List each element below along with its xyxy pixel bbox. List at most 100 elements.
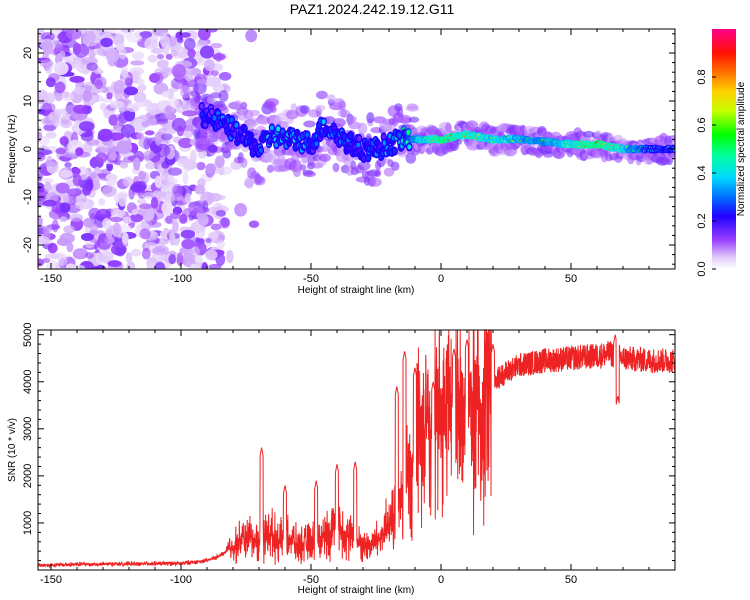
heatmap-cell	[38, 108, 46, 115]
heatmap-cell	[131, 208, 139, 216]
heatmap-cell	[95, 152, 108, 163]
heatmap-cell	[366, 155, 371, 161]
heatmap-cell	[108, 151, 117, 161]
heatmap-cell	[112, 222, 121, 236]
heatmap-cell	[406, 129, 411, 135]
heatmap-cell	[232, 131, 237, 137]
heatmap-cell	[170, 77, 186, 90]
heatmap-cell	[38, 149, 53, 156]
heatmap-cell	[338, 100, 347, 111]
figure-title: PAZ1.2024.242.19.12.G11	[290, 1, 455, 17]
colorbar-label: Normalized spectral amplitude	[736, 81, 747, 216]
heatmap-cell	[86, 62, 98, 71]
heatmap-cell	[668, 135, 675, 143]
heatmap-cell	[96, 146, 107, 155]
x-tick-label: 0	[438, 574, 444, 586]
spectrogram-xlabel: Height of straight line (km)	[298, 285, 415, 296]
snr-series-line	[38, 330, 675, 569]
heatmap-cell	[168, 97, 179, 109]
y-tick-label: -10	[22, 189, 34, 205]
heatmap-cell	[73, 104, 88, 115]
heatmap-cell	[127, 105, 140, 113]
heatmap-cell	[319, 153, 331, 162]
heatmap-cell	[143, 150, 155, 159]
y-tick-label: -20	[22, 237, 34, 253]
colorbar-tick-label: 0.8	[696, 69, 708, 84]
heatmap-cell	[122, 216, 132, 225]
heatmap-cell	[74, 86, 86, 95]
heatmap-cell	[295, 159, 302, 172]
heatmap-cell	[139, 31, 153, 39]
heatmap-cell	[226, 249, 234, 264]
heatmap-cell	[69, 213, 84, 222]
heatmap-cell	[368, 177, 382, 187]
heatmap-cell	[44, 159, 59, 167]
heatmap-cell	[161, 201, 172, 215]
heatmap-cell	[299, 105, 310, 114]
heatmap-cell	[177, 37, 184, 44]
heatmap-cell	[115, 42, 125, 52]
heatmap-cell	[80, 29, 88, 38]
heatmap-cell	[210, 92, 222, 99]
heatmap-cell	[45, 131, 57, 139]
heatmap-cell	[184, 38, 196, 51]
heatmap-cell	[181, 253, 196, 261]
heatmap-cell	[136, 132, 145, 140]
heatmap-cell	[215, 210, 226, 217]
heatmap-cell	[59, 169, 73, 178]
heatmap-cell	[59, 51, 66, 58]
heatmap-cell	[38, 235, 50, 245]
heatmap-cell	[130, 248, 142, 257]
heatmap-cell	[234, 122, 239, 128]
heatmap-cell	[300, 164, 307, 172]
y-tick-label: 1000	[22, 511, 34, 535]
heatmap-cell	[181, 239, 196, 250]
y-tick-label: 20	[22, 47, 34, 59]
heatmap-cell	[407, 144, 412, 150]
heatmap-cell	[314, 141, 319, 147]
heatmap-cell	[99, 235, 109, 245]
heatmap-cell	[44, 181, 52, 193]
heatmap-cell	[126, 261, 136, 269]
heatmap-cell	[179, 32, 191, 38]
heatmap-cell	[71, 167, 81, 175]
x-tick-label: -50	[303, 273, 319, 285]
heatmap-cell	[159, 35, 171, 48]
heatmap-cell	[234, 203, 248, 217]
heatmap-cell	[144, 38, 155, 50]
heatmap-cell	[200, 45, 215, 59]
y-tick-label: 0	[22, 146, 34, 152]
heatmap-cell	[62, 92, 75, 102]
heatmap-cell	[202, 200, 209, 212]
heatmap-cell	[181, 99, 190, 110]
heatmap-cell	[361, 155, 366, 161]
heatmap-cell	[116, 140, 133, 155]
heatmap-cell	[397, 132, 402, 138]
y-tick-label: 2000	[22, 464, 34, 488]
x-tick-label: -100	[170, 273, 192, 285]
heatmap-cell	[139, 203, 153, 210]
heatmap-cell	[405, 152, 417, 164]
heatmap-cell	[196, 40, 209, 48]
heatmap-cell	[170, 212, 181, 220]
heatmap-cell	[85, 252, 94, 259]
heatmap-cell	[125, 252, 133, 264]
heatmap-cell	[152, 29, 164, 35]
heatmap-cell	[305, 132, 310, 138]
heatmap-cell	[90, 171, 97, 179]
heatmap-cell	[176, 158, 192, 168]
heatmap-cell	[172, 183, 183, 197]
heatmap-cell	[80, 131, 94, 142]
snr-ticks: -150 -100 -50 0 50 1000 2000 3000 4000 5000	[22, 322, 676, 586]
heatmap-cell	[98, 198, 106, 206]
heatmap-cell	[75, 200, 88, 210]
y-tick-label: 3000	[22, 417, 34, 441]
heatmap-cell	[321, 119, 326, 125]
heatmap-cell	[315, 104, 326, 112]
heatmap-cell	[64, 162, 72, 168]
heatmap-cell	[258, 147, 263, 153]
heatmap-cell	[375, 169, 382, 177]
heatmap-cell	[144, 130, 155, 136]
heatmap-cell	[142, 99, 153, 107]
